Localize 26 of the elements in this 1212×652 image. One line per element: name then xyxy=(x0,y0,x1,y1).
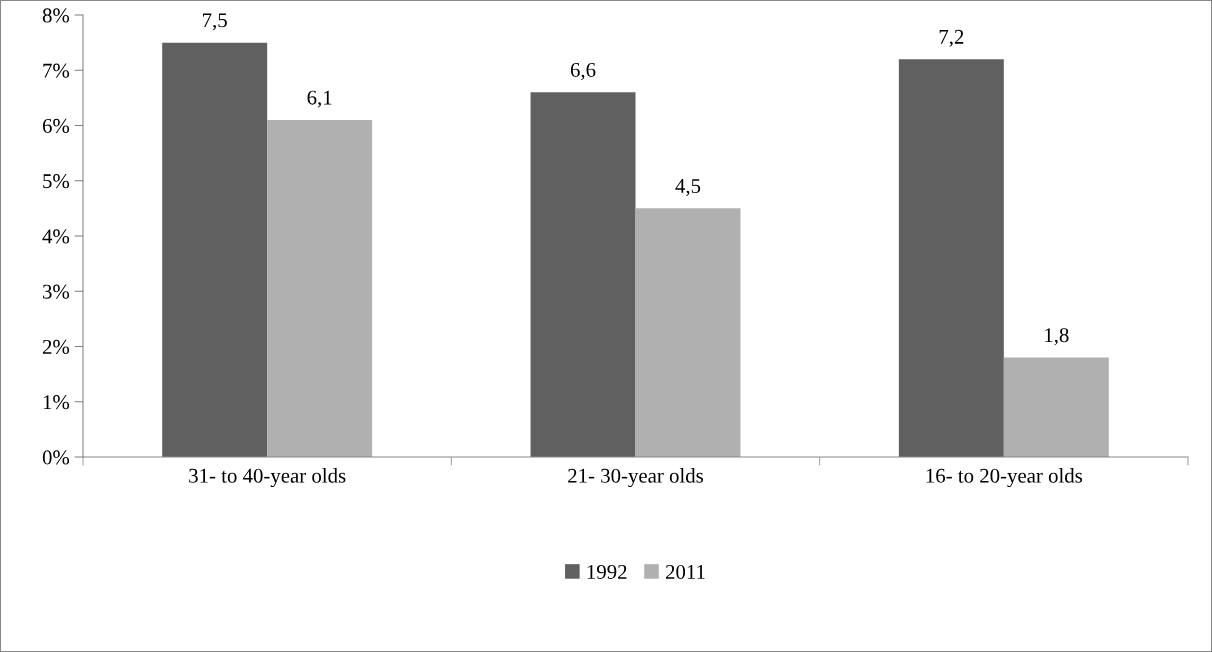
y-tick-label: 2% xyxy=(42,339,70,354)
bar xyxy=(635,208,741,457)
y-tick-label: 5% xyxy=(43,174,70,189)
data-label: 4,5 xyxy=(675,179,701,197)
y-tick-label: 3% xyxy=(43,284,70,299)
y-tick-label: 7% xyxy=(43,63,70,78)
legend-label: 2011 xyxy=(665,564,705,579)
bar xyxy=(530,92,636,457)
data-label: 1,8 xyxy=(1045,328,1069,346)
data-label: 6,6 xyxy=(570,63,596,81)
bar xyxy=(267,119,373,457)
data-label: 7,2 xyxy=(939,29,964,47)
data-label: 7,5 xyxy=(203,13,227,31)
legend-label: 1992 xyxy=(587,564,627,579)
y-tick-label: 0% xyxy=(42,450,70,465)
y-tick-label: 6% xyxy=(42,118,70,133)
y-tick-label: 4% xyxy=(42,229,70,244)
bar xyxy=(898,59,1004,457)
data-label: 6,1 xyxy=(307,90,332,108)
y-tick-label: 8% xyxy=(42,8,70,23)
x-tick-label: 31- to 40-year olds xyxy=(189,468,346,488)
x-tick-label: 16- to 20-year olds xyxy=(926,468,1083,488)
y-tick-label: 1% xyxy=(43,395,70,410)
bar xyxy=(162,42,268,457)
x-tick-label: 21- 30-year olds xyxy=(568,468,704,488)
bar xyxy=(1003,357,1109,457)
